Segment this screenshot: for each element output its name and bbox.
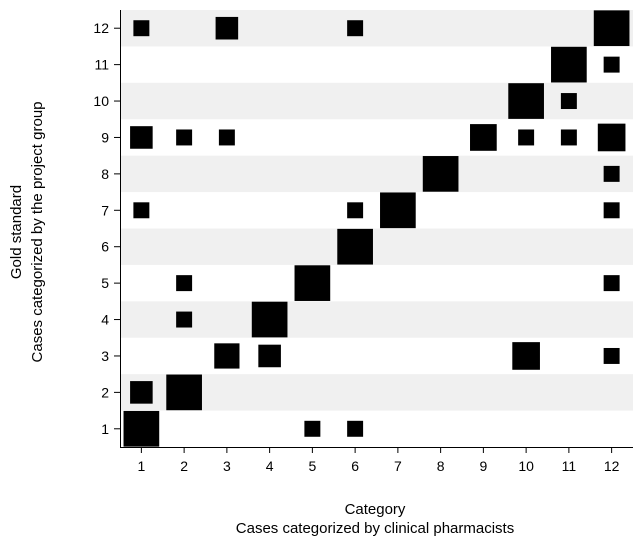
y-tick-label: 10	[93, 93, 109, 109]
cell-mark	[133, 20, 150, 37]
y-tick-label: 4	[101, 312, 109, 328]
cell-mark	[518, 129, 535, 146]
y-tick-label: 1	[101, 421, 109, 437]
x-tick-label: 5	[308, 458, 316, 474]
y-tick-label: 7	[101, 202, 109, 218]
cell-mark	[215, 16, 239, 40]
cell-mark	[176, 311, 193, 328]
cell-mark	[214, 343, 240, 369]
cell-mark	[603, 275, 620, 292]
x-tick-label: 6	[351, 458, 359, 474]
row-band-8	[120, 155, 633, 193]
x-tick-label: 1	[137, 458, 145, 474]
cell-mark	[560, 129, 577, 146]
axes	[120, 10, 633, 448]
cell-mark	[422, 156, 459, 192]
cell-mark	[133, 202, 150, 219]
marks	[123, 10, 630, 447]
y-tick-label: 12	[93, 20, 109, 36]
cell-mark	[347, 20, 364, 37]
y-tick-label: 2	[101, 384, 109, 400]
cell-mark	[603, 56, 620, 73]
cell-mark	[560, 93, 577, 110]
cell-mark	[251, 301, 288, 338]
cell-mark	[347, 420, 364, 437]
y-tick-label: 6	[101, 239, 109, 255]
cell-mark	[597, 123, 626, 152]
cell-mark	[176, 129, 193, 146]
x-tick-label: 3	[223, 458, 231, 474]
x-tick-label: 7	[394, 458, 402, 474]
cell-mark	[176, 275, 193, 292]
row-band-10	[120, 82, 633, 120]
x-ticks: 1 2 3 4 5 6 7 8 9 10 11 12	[137, 447, 620, 474]
y-tick-label: 9	[101, 129, 109, 145]
x-axis-title: Category	[345, 501, 406, 518]
cell-mark	[337, 228, 373, 265]
x-axis-subtitle: Cases categorized by clinical pharmacist…	[236, 520, 514, 537]
x-tick-label: 12	[604, 458, 620, 474]
cell-mark	[551, 46, 587, 83]
cell-mark	[603, 165, 620, 182]
cell-mark	[470, 124, 497, 151]
x-tick-label: 4	[266, 458, 274, 474]
row-band-2	[120, 374, 633, 411]
cell-mark	[218, 129, 235, 146]
cell-mark	[123, 410, 160, 447]
y-tick-label: 5	[101, 275, 109, 291]
cell-mark	[603, 347, 620, 364]
x-tick-label: 8	[437, 458, 445, 474]
cell-mark	[304, 420, 321, 437]
x-tick-label: 2	[180, 458, 188, 474]
x-tick-label: 11	[562, 458, 577, 474]
cell-mark	[508, 83, 544, 119]
cell-mark	[347, 202, 364, 219]
row-bands	[120, 10, 633, 411]
y-tick-label: 11	[94, 57, 109, 73]
cell-mark	[258, 344, 281, 368]
y-tick-label: 8	[101, 166, 109, 182]
cell-mark	[512, 342, 540, 370]
cell-mark	[593, 10, 630, 47]
y-tick-label: 3	[101, 348, 109, 364]
y-axis-title: Gold standard	[8, 185, 25, 279]
cell-mark	[603, 202, 620, 219]
cell-mark	[380, 192, 416, 229]
x-tick-label: 10	[518, 458, 534, 474]
cell-mark	[294, 265, 331, 301]
y-axis-subtitle: Cases categorized by the project group	[29, 102, 46, 363]
cell-mark	[130, 126, 153, 149]
row-band-6	[120, 228, 633, 265]
row-band-12	[120, 10, 633, 47]
x-tick-label: 9	[479, 458, 487, 474]
cell-mark	[130, 381, 153, 404]
row-band-4	[120, 301, 633, 338]
cell-mark	[166, 374, 202, 411]
